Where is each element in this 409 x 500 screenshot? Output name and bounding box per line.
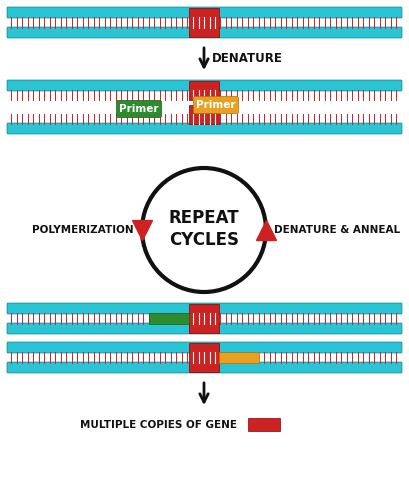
Bar <box>189 105 219 124</box>
Text: DENATURE & ANNEAL: DENATURE & ANNEAL <box>274 225 400 235</box>
FancyBboxPatch shape <box>7 342 402 353</box>
Bar <box>219 352 259 363</box>
Text: Primer: Primer <box>119 104 159 114</box>
Bar <box>189 81 219 100</box>
FancyBboxPatch shape <box>117 100 162 117</box>
FancyBboxPatch shape <box>7 27 402 38</box>
FancyBboxPatch shape <box>7 323 402 334</box>
Text: REPEAT: REPEAT <box>169 209 239 227</box>
Bar <box>189 8 219 37</box>
Bar <box>189 304 219 333</box>
FancyBboxPatch shape <box>193 96 238 114</box>
Text: POLYMERIZATION: POLYMERIZATION <box>32 225 134 235</box>
Bar <box>189 343 219 372</box>
FancyBboxPatch shape <box>7 7 402 18</box>
FancyBboxPatch shape <box>7 303 402 314</box>
Text: Primer: Primer <box>196 100 236 110</box>
Bar <box>248 418 280 431</box>
Bar <box>149 313 189 324</box>
Text: MULTIPLE COPIES OF GENE: MULTIPLE COPIES OF GENE <box>80 420 237 430</box>
FancyBboxPatch shape <box>7 123 402 134</box>
Text: CYCLES: CYCLES <box>169 231 239 249</box>
FancyBboxPatch shape <box>7 362 402 373</box>
FancyBboxPatch shape <box>7 80 402 91</box>
Text: DENATURE: DENATURE <box>212 52 283 66</box>
